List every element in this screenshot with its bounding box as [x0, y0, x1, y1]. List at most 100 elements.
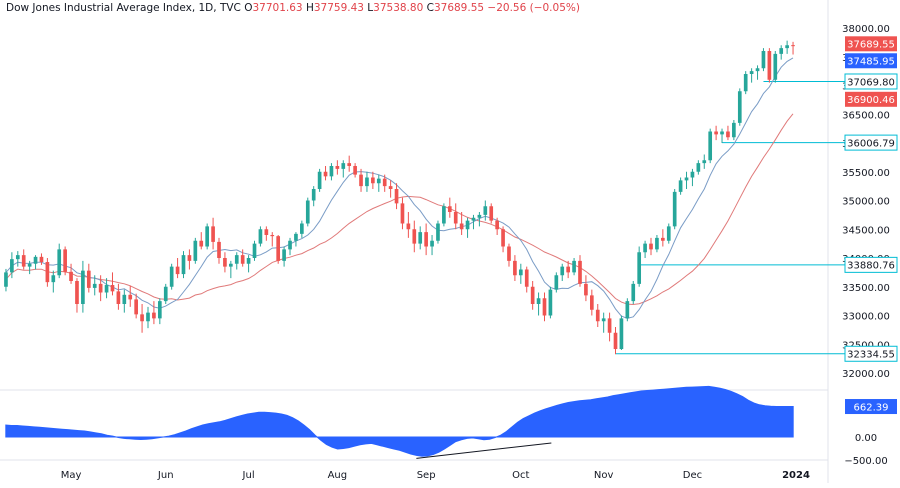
candle-body [353, 166, 357, 175]
level-price-text: 36006.79 [847, 138, 895, 149]
candle-body [305, 200, 310, 224]
candle-body [134, 299, 138, 315]
level-price-tag [844, 256, 898, 273]
level-price-text: 32334.55 [847, 350, 895, 361]
candle-body [465, 220, 470, 230]
time-tick-label: May [61, 470, 82, 481]
level-price-tag [844, 345, 898, 362]
ma-fast-series [5, 57, 794, 319]
open-value: 37701.63 [252, 2, 303, 14]
candle-body [181, 255, 186, 275]
candle-body [791, 45, 795, 47]
candle-body [33, 256, 38, 264]
candle-body [75, 281, 79, 304]
candle-body [578, 260, 582, 284]
symbol-title: Dow Jones Industrial Average Index, 1D, … [6, 2, 241, 14]
osc-value-tag-text: 662.39 [854, 402, 889, 413]
change-value: −20.56 (−0.05%) [487, 2, 580, 14]
osc-tick-label: 0.00 [855, 433, 877, 444]
candle-body [666, 226, 671, 241]
candle-body [720, 131, 724, 135]
oscillator-pane: 662.39 [5, 385, 897, 459]
candle-body [743, 74, 748, 92]
candle-body [589, 295, 594, 310]
candle-body [152, 312, 156, 319]
osc-tick-label: −500.00 [844, 456, 887, 467]
close-label: C [426, 2, 434, 14]
time-axis[interactable]: May Jun Jul Aug Sep Oct Nov Dec 2024 [61, 470, 810, 481]
candle-body [649, 243, 653, 250]
candle-body [270, 235, 275, 237]
candle-body [311, 189, 316, 201]
time-tick-label: Nov [594, 470, 614, 481]
low-value: 37538.80 [373, 2, 424, 14]
candle-body [341, 163, 346, 169]
candle-body [690, 171, 695, 178]
candle-body [81, 270, 85, 304]
candle-body [424, 232, 428, 247]
candle-body [317, 171, 322, 189]
candle-body [412, 229, 417, 244]
candle-body [63, 249, 67, 272]
time-tick-label: Oct [512, 470, 529, 481]
high-value: 37759.43 [313, 2, 364, 14]
candle-body [175, 266, 180, 275]
candle-body [335, 166, 340, 169]
osc-value-tag-box [845, 399, 897, 415]
candle-body [10, 259, 14, 273]
price-tick-label: 33500.00 [842, 283, 890, 294]
time-tick-label: Jul [242, 470, 255, 481]
candle-body [157, 301, 162, 319]
price-tick-label: 33000.00 [842, 312, 890, 323]
time-tick-label: Aug [328, 470, 348, 481]
oscillator-area [5, 385, 794, 457]
candle-body [169, 266, 174, 287]
candle-body [696, 163, 701, 172]
candle-body [524, 269, 529, 287]
candle-body [566, 266, 570, 273]
time-tick-label: Dec [683, 470, 702, 481]
candle-body [240, 255, 245, 264]
candle-body [631, 283, 636, 302]
candle-body [483, 206, 488, 215]
candle-body [252, 243, 257, 258]
candle-body [223, 258, 227, 267]
candle-body [767, 51, 772, 80]
level-price-text: 33880.76 [847, 261, 895, 272]
price-tick-label: 34500.00 [842, 225, 890, 236]
candle-body [329, 166, 334, 177]
divergence-line [416, 442, 552, 459]
candle-body [294, 233, 298, 241]
candle-body [785, 45, 789, 49]
candlestick-series [4, 40, 795, 355]
candle-body [471, 217, 476, 221]
candle-body [406, 223, 411, 230]
candle-body [560, 266, 565, 276]
candle-body [229, 263, 233, 267]
time-tick-label: Sep [417, 470, 436, 481]
candle-body [613, 332, 618, 350]
candle-body [643, 243, 647, 253]
candle-body [637, 252, 642, 284]
time-tick-label: Jun [157, 470, 174, 481]
ma-fast-tag-text: 37485.95 [847, 57, 895, 68]
candle-body [447, 206, 452, 212]
ma-slow-tag-text: 36900.46 [847, 95, 895, 106]
low-label: L [367, 2, 374, 14]
candle-body [86, 270, 91, 288]
ma-slow-series [5, 113, 794, 306]
level-price-tag [844, 73, 898, 90]
candle-body [595, 309, 600, 322]
price-tick-label: 32500.00 [842, 340, 890, 351]
candle-body [453, 212, 458, 224]
candle-body [518, 269, 523, 276]
candle-body [726, 131, 730, 138]
candle-body [234, 255, 239, 264]
ma-slow-tag-box [845, 91, 897, 107]
candle-body [572, 260, 576, 273]
candle-body [542, 298, 547, 316]
candle-body [436, 223, 440, 241]
candle-body [39, 256, 44, 263]
